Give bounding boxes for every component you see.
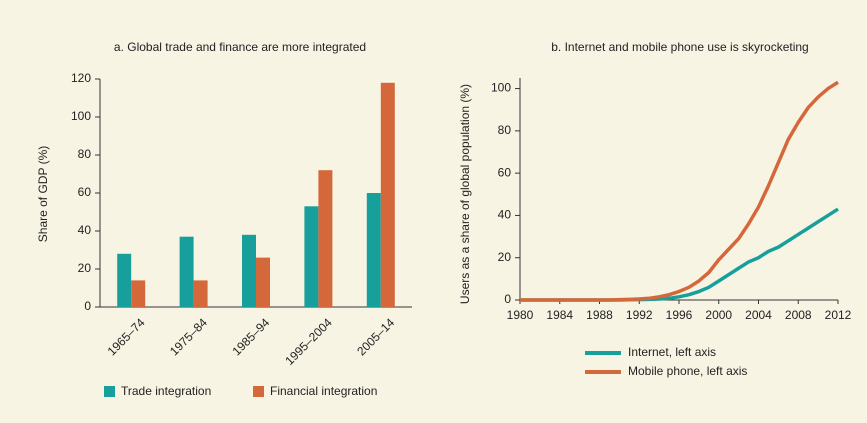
line-series [520, 80, 839, 302]
legend-swatch [104, 386, 115, 397]
y-axis-label: Users as a share of global population (%… [458, 84, 472, 304]
y-axis-label: Share of GDP (%) [36, 146, 50, 242]
x-tick-label: 1988 [586, 308, 613, 322]
y-tick-label: 0 [504, 292, 511, 306]
bar [193, 280, 208, 307]
y-tick-label: 40 [78, 223, 92, 237]
y-tick-label: 0 [84, 299, 91, 313]
legend-label: Mobile phone, left axis [628, 364, 747, 378]
y-tick-label: 20 [498, 250, 512, 264]
legend-swatch [253, 386, 264, 397]
y-tick-label: 80 [78, 147, 92, 161]
y-tick-label: 100 [491, 81, 511, 95]
legend-label: Financial integration [270, 384, 377, 398]
x-tick-label: 2008 [785, 308, 812, 322]
bar [304, 206, 319, 307]
x-tick-label: 1996 [666, 308, 693, 322]
x-tick-label: 1992 [626, 308, 653, 322]
bar [131, 280, 146, 307]
y-tick-label: 60 [78, 185, 92, 199]
x-tick-label: 2000 [705, 308, 732, 322]
chart-title: a. Global trade and finance are more int… [114, 40, 366, 54]
y-tick-label: 60 [498, 165, 512, 179]
chart-title: b. Internet and mobile phone use is skyr… [551, 40, 808, 54]
bar [242, 234, 256, 307]
x-tick-label: 2012 [825, 308, 852, 322]
bar [318, 170, 333, 307]
bar [117, 253, 132, 307]
y-tick-label: 20 [78, 261, 92, 275]
x-tick-label: 1984 [546, 308, 573, 322]
legend-label: Trade integration [121, 384, 211, 398]
y-tick-label: 100 [71, 109, 91, 123]
bar [366, 193, 381, 307]
y-tick-label: 80 [498, 123, 512, 137]
x-tick-label: 2004 [745, 308, 772, 322]
legend-label: Internet, left axis [628, 345, 716, 359]
bar [380, 82, 395, 307]
y-tick-label: 40 [498, 208, 512, 222]
bar [179, 236, 194, 307]
y-tick-label: 120 [71, 71, 91, 85]
bar [256, 257, 270, 307]
x-tick-label: 1980 [507, 308, 534, 322]
